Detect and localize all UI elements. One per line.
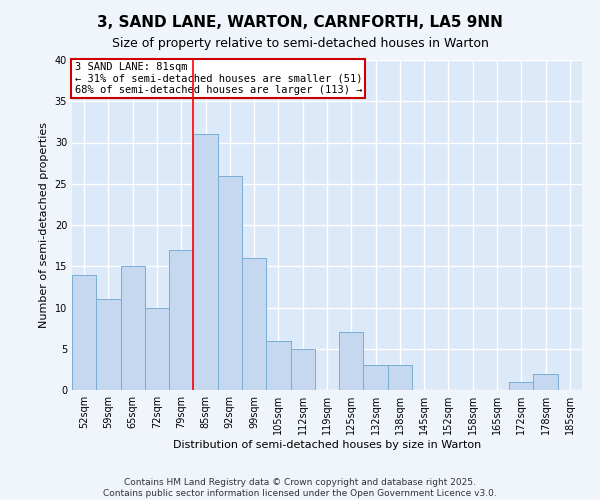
Bar	[218, 176, 242, 390]
Bar	[533, 374, 558, 390]
Bar	[388, 365, 412, 390]
Text: Contains HM Land Registry data © Crown copyright and database right 2025.
Contai: Contains HM Land Registry data © Crown c…	[103, 478, 497, 498]
Bar	[339, 332, 364, 390]
Bar	[193, 134, 218, 390]
Text: 3, SAND LANE, WARTON, CARNFORTH, LA5 9NN: 3, SAND LANE, WARTON, CARNFORTH, LA5 9NN	[97, 15, 503, 30]
X-axis label: Distribution of semi-detached houses by size in Warton: Distribution of semi-detached houses by …	[173, 440, 481, 450]
Bar	[290, 349, 315, 390]
Bar	[509, 382, 533, 390]
Bar	[145, 308, 169, 390]
Bar	[242, 258, 266, 390]
Bar	[96, 299, 121, 390]
Bar	[169, 250, 193, 390]
Bar	[266, 340, 290, 390]
Text: Size of property relative to semi-detached houses in Warton: Size of property relative to semi-detach…	[112, 38, 488, 51]
Bar	[364, 365, 388, 390]
Bar	[121, 266, 145, 390]
Y-axis label: Number of semi-detached properties: Number of semi-detached properties	[39, 122, 49, 328]
Bar	[72, 274, 96, 390]
Text: 3 SAND LANE: 81sqm
← 31% of semi-detached houses are smaller (51)
68% of semi-de: 3 SAND LANE: 81sqm ← 31% of semi-detache…	[74, 62, 362, 95]
